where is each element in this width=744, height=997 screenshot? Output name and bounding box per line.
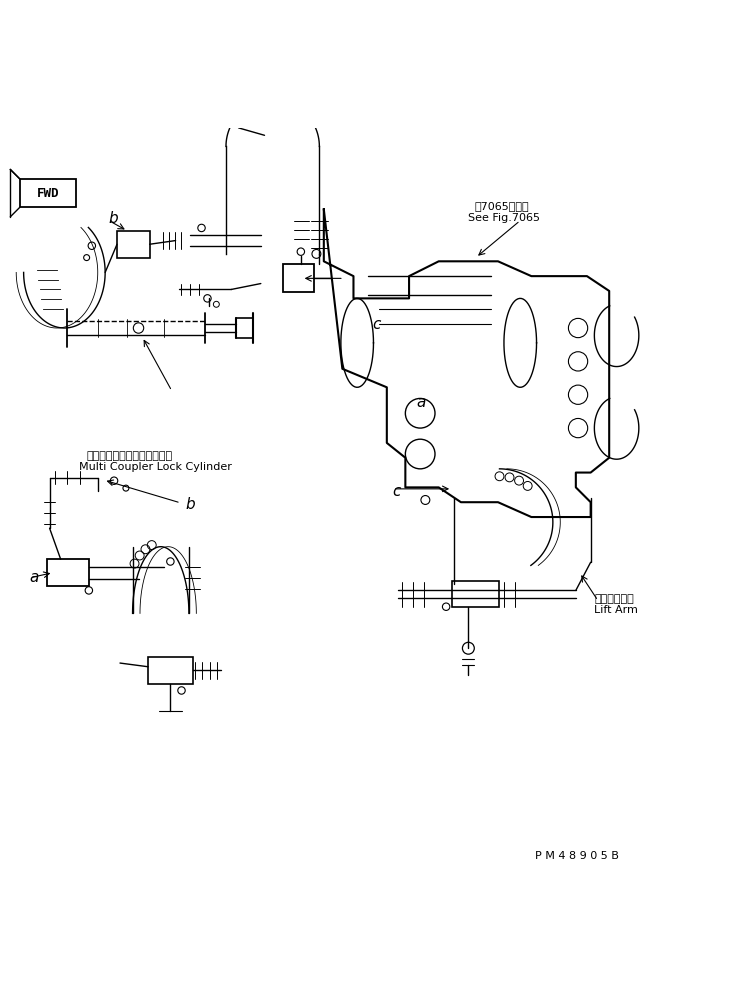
Text: b: b <box>185 497 195 511</box>
Text: a: a <box>417 395 426 410</box>
Text: b: b <box>109 210 118 225</box>
Text: 第7065図参照: 第7065図参照 <box>474 201 529 211</box>
Bar <box>117 231 150 257</box>
Bar <box>452 581 499 607</box>
Text: a: a <box>30 570 39 585</box>
Bar <box>20 179 75 207</box>
Text: マルチカプラロックシリンダ: マルチカプラロックシリンダ <box>86 452 173 462</box>
Text: FWD: FWD <box>36 186 59 199</box>
Text: リフトアーム: リフトアーム <box>594 593 634 603</box>
Bar <box>48 559 89 586</box>
Text: c: c <box>393 484 401 498</box>
Text: c: c <box>372 317 380 332</box>
Text: See Fig.7065: See Fig.7065 <box>469 212 540 222</box>
Bar <box>283 264 314 292</box>
Text: Multi Coupler Lock Cylinder: Multi Coupler Lock Cylinder <box>79 462 232 472</box>
Text: P M 4 8 9 0 5 B: P M 4 8 9 0 5 B <box>535 850 619 860</box>
Text: Lift Arm: Lift Arm <box>594 605 638 615</box>
Bar <box>148 657 193 684</box>
